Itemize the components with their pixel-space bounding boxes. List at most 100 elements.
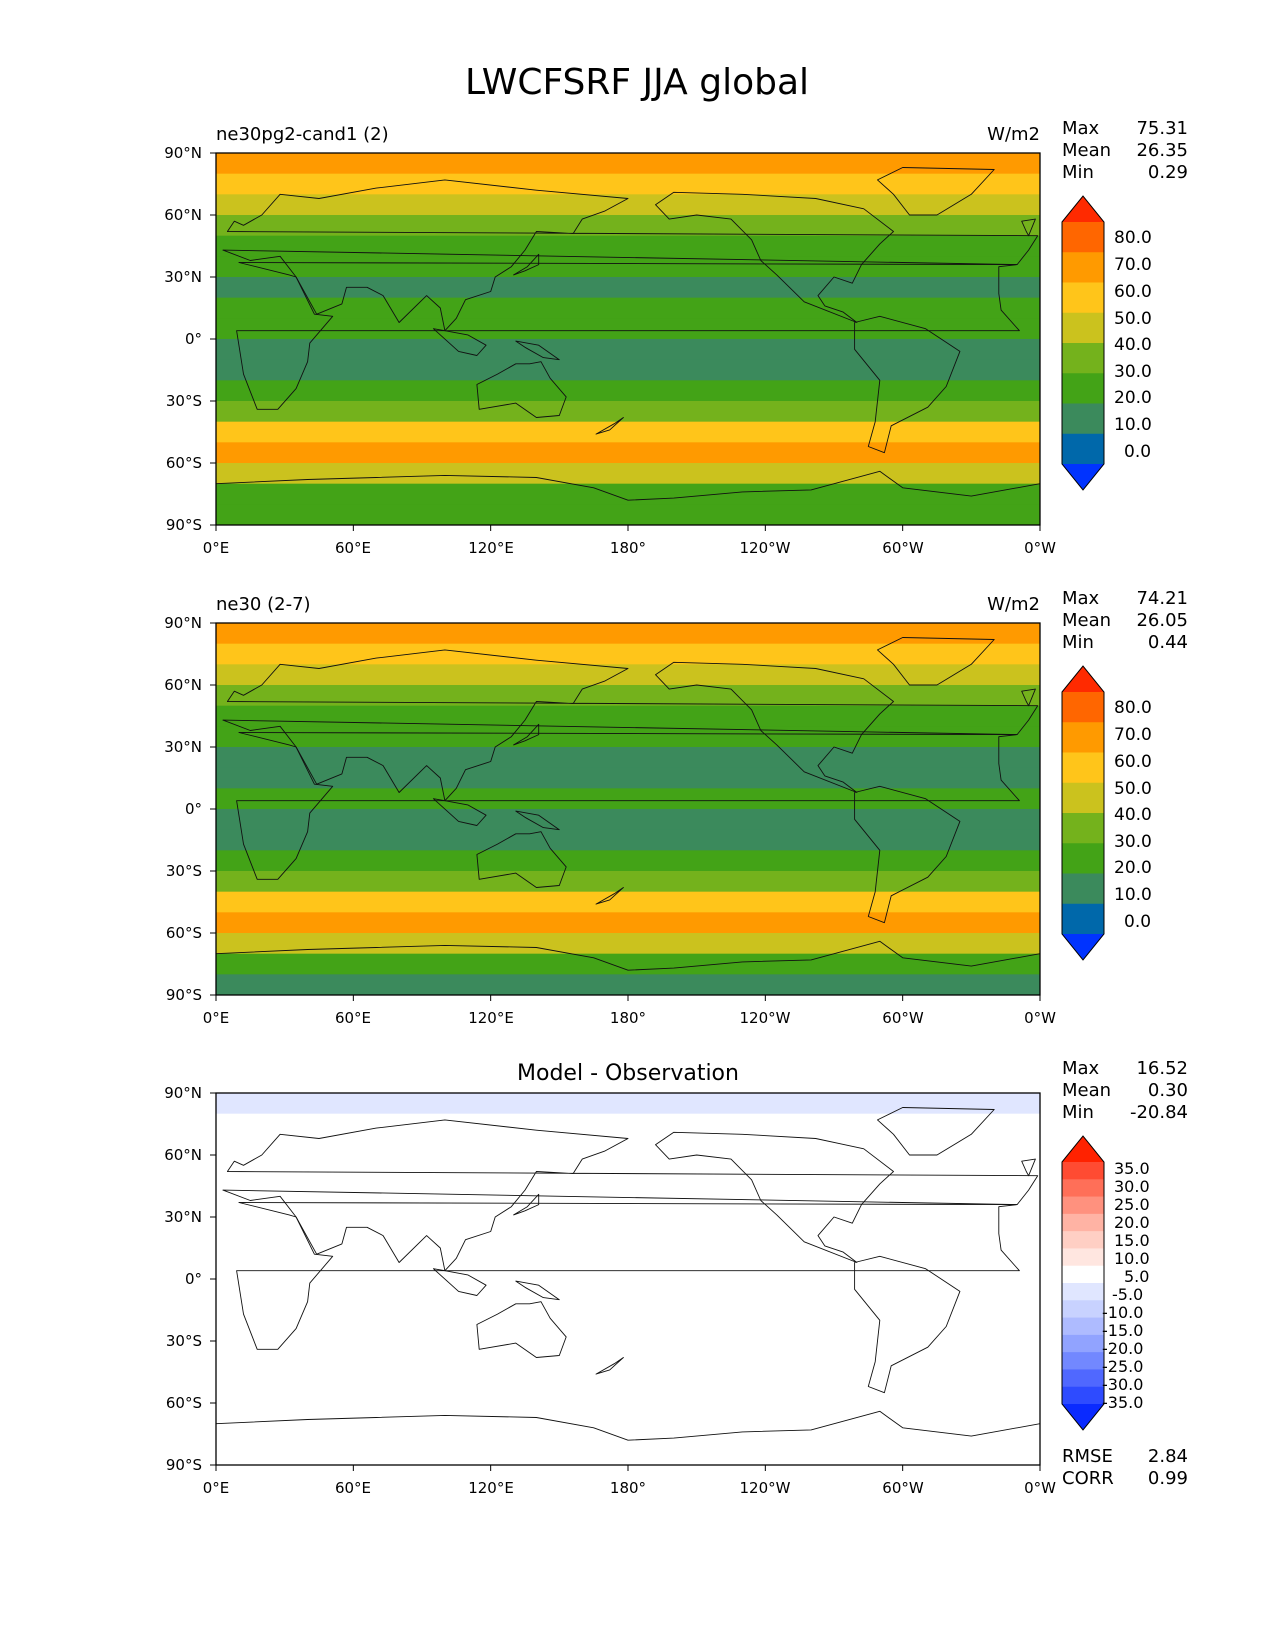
coastline: [236, 1202, 1020, 1350]
tick-label-x: 60°E: [335, 539, 371, 557]
coastline: [877, 637, 995, 686]
stat-value: 74.21: [1136, 588, 1188, 609]
zonal-band: [216, 1320, 1040, 1342]
panel-reference: ne30 (2-7) W/m2 Max 74.21 Mean 26.05 Min…: [164, 588, 1188, 1027]
colorbar-swatch: [1062, 222, 1104, 253]
colorbar-swatch: [1062, 843, 1104, 874]
colorbar-swatch: [1062, 1179, 1104, 1197]
coastline: [515, 810, 560, 831]
panel-units: W/m2: [987, 594, 1040, 615]
stat-value: -20.84: [1130, 1102, 1188, 1123]
zonal-band: [216, 215, 1040, 237]
tick-label-y: 90°N: [164, 614, 202, 632]
map-area: [215, 1092, 1041, 1466]
zonal-band: [216, 1237, 1040, 1259]
colorbar-label: -25.0: [1102, 1357, 1143, 1376]
panel-title: ne30 (2-7): [216, 594, 311, 615]
map-axes: 0°E 60°E 120°E 180° 120°W 60°W 0°W 90°N …: [164, 614, 1056, 1027]
coastline: [655, 1131, 894, 1263]
zonal-band: [216, 953, 1040, 975]
stat-label: Mean: [1062, 140, 1111, 161]
zonal-band: [216, 1258, 1040, 1280]
stat-value: 0.44: [1148, 632, 1188, 653]
colorbar-swatch: [1062, 813, 1104, 844]
zonal-band: [216, 442, 1040, 464]
coastline: [476, 831, 567, 888]
zonal-band: [216, 380, 1040, 402]
colorbar-swatch: [1062, 752, 1104, 784]
zonal-band: [216, 705, 1040, 727]
coastline: [877, 1107, 995, 1156]
map-area: [215, 622, 1041, 996]
colorbar-label: 20.0: [1114, 858, 1152, 878]
tick-label-x: 120°W: [740, 539, 791, 557]
stat-label: Min: [1062, 162, 1094, 183]
stat-value: 26.35: [1136, 140, 1188, 161]
zonal-band: [216, 747, 1040, 769]
zonal-band: [216, 359, 1040, 381]
coastline: [432, 328, 487, 356]
coastline: [595, 417, 624, 435]
stat-label: Min: [1062, 1102, 1094, 1123]
stat-value: 16.52: [1136, 1058, 1188, 1079]
colorbar-swatch: [1062, 1352, 1104, 1370]
zonal-band: [216, 235, 1040, 257]
tick-label-x: 180°: [610, 539, 646, 557]
zonal-band: [216, 1423, 1040, 1445]
coastline: [216, 470, 1040, 525]
colorbar-label: -30.0: [1102, 1375, 1143, 1394]
coastline: [513, 253, 540, 276]
zonal-band: [216, 1196, 1040, 1218]
colorbar-label: -35.0: [1102, 1393, 1143, 1412]
tick-label-y: 60°N: [164, 1146, 202, 1164]
tick-label-y: 60°N: [164, 676, 202, 694]
tick-label-y: 60°S: [166, 454, 202, 472]
tick-label-y: 30°N: [164, 268, 202, 286]
colorbar-label: 40.0: [1114, 335, 1152, 355]
tick-label-x: 120°E: [468, 1479, 514, 1497]
colorbar-label: 80.0: [1114, 698, 1152, 718]
stat-value: 0.30: [1148, 1080, 1188, 1101]
panel-units: W/m2: [987, 124, 1040, 145]
zonal-band: [216, 173, 1040, 195]
colorbar-label: 80.0: [1114, 228, 1152, 248]
colorbar-label: 10.0: [1114, 1249, 1150, 1268]
panel-title: ne30pg2-cand1 (2): [216, 124, 389, 145]
tick-label-x: 60°E: [335, 1009, 371, 1027]
tick-label-y: 60°N: [164, 206, 202, 224]
tick-label-y: 30°S: [166, 1332, 202, 1350]
colorbar-label: 60.0: [1114, 752, 1152, 772]
colorbar-swatch: [1062, 373, 1104, 404]
colorbar-label: 30.0: [1114, 832, 1152, 852]
panel-title: Model - Observation: [517, 1061, 739, 1086]
colorbar-label: 5.0: [1124, 1267, 1149, 1286]
zonal-band: [216, 871, 1040, 893]
zonal-band: [216, 1155, 1040, 1177]
colorbar-swatch: [1062, 782, 1104, 814]
colorbar-swatch: [1062, 343, 1104, 374]
tick-label-y: 0°: [185, 1270, 202, 1288]
stat-label: Min: [1062, 632, 1094, 653]
colorbar-outline: [1061, 195, 1105, 491]
colorbar-extend-min: [1062, 934, 1104, 960]
zonal-band: [216, 1093, 1040, 1115]
coastline: [877, 167, 995, 216]
colorbar-label: 0.0: [1124, 912, 1151, 932]
zonal-band: [216, 829, 1040, 851]
colorbar-extend-min: [1062, 1404, 1104, 1430]
tick-label-y: 90°N: [164, 144, 202, 162]
zonal-band: [216, 767, 1040, 789]
colorbar: 35.030.025.020.015.010.05.0-5.0-10.0-15.…: [1061, 1135, 1150, 1431]
coastline: [655, 661, 894, 793]
tick-label-y: 0°: [185, 330, 202, 348]
stat-label: Max: [1062, 1058, 1100, 1079]
colorbar-swatch: [1062, 312, 1104, 344]
zonal-band: [216, 297, 1040, 319]
zonal-band: [216, 974, 1040, 995]
colorbar-swatch: [1062, 1265, 1104, 1284]
zonal-band: [216, 194, 1040, 216]
coastline: [595, 1357, 624, 1375]
coastline: [432, 798, 487, 826]
coastline: [513, 1193, 540, 1216]
coastline: [222, 179, 1039, 332]
